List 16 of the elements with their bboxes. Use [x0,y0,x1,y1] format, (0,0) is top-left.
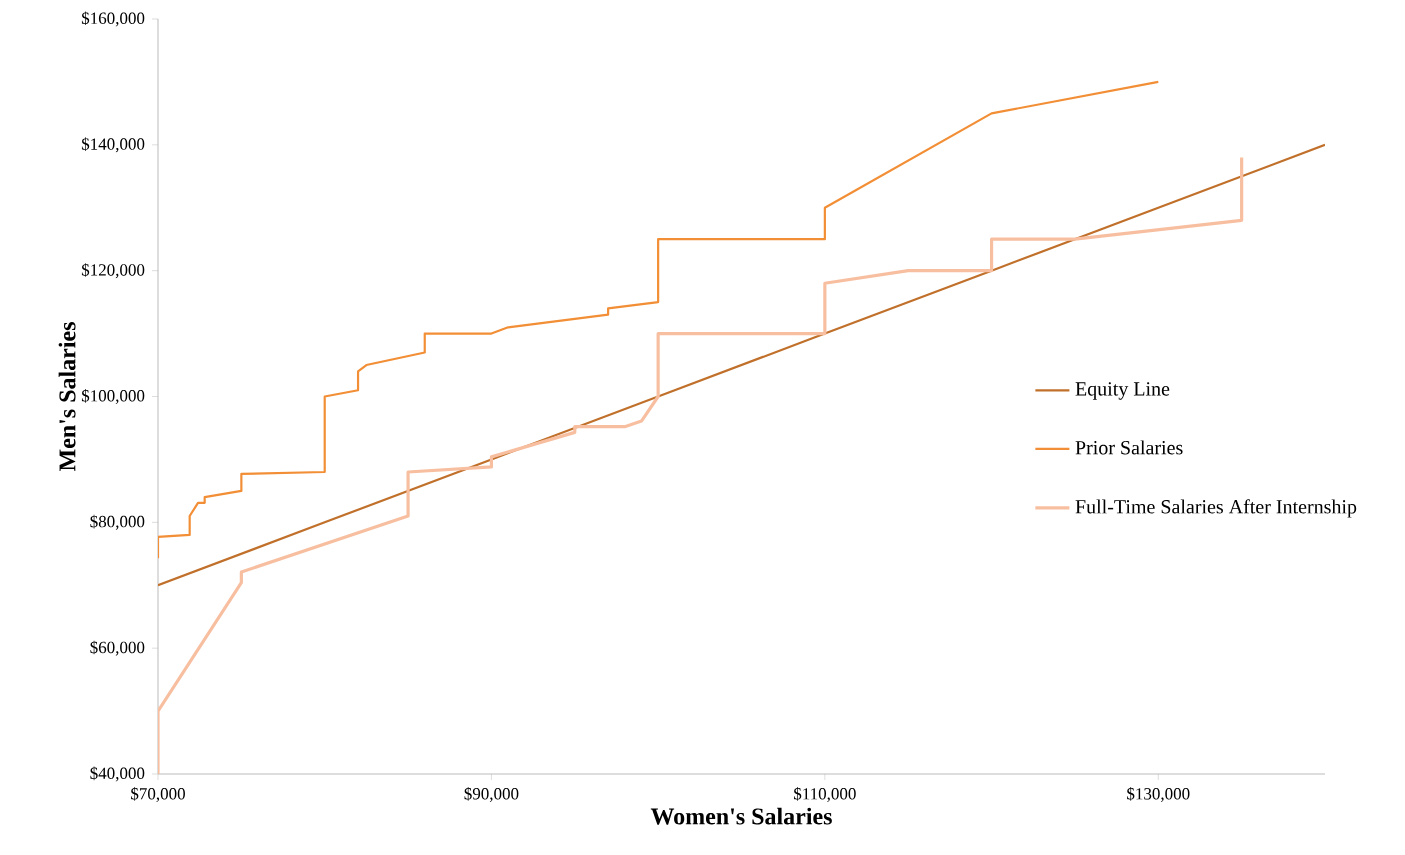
y-tick-label: $160,000 [81,11,145,27]
x-tick-label: $110,000 [794,787,856,802]
legend-label: Prior Salaries [1075,440,1183,455]
legend-label: Equity Line [1075,382,1170,400]
y-tick-label: $40,000 [90,766,145,782]
y-axis-title: Men's Salaries [58,322,76,472]
x-tick-label: $70,000 [131,787,185,802]
y-tick-label: $140,000 [81,137,145,153]
x-axis-title: Women's Salaries [650,807,832,825]
y-tick-label: $120,000 [81,263,145,279]
y-tick-label: $100,000 [81,389,145,404]
legend-label: Full-Time Salaries After Internship [1075,499,1357,518]
y-tick-label: $80,000 [90,514,145,530]
x-tick-label: $90,000 [464,787,519,802]
y-tick-label: $60,000 [90,640,145,656]
x-tick-label: $130,000 [1127,787,1190,802]
